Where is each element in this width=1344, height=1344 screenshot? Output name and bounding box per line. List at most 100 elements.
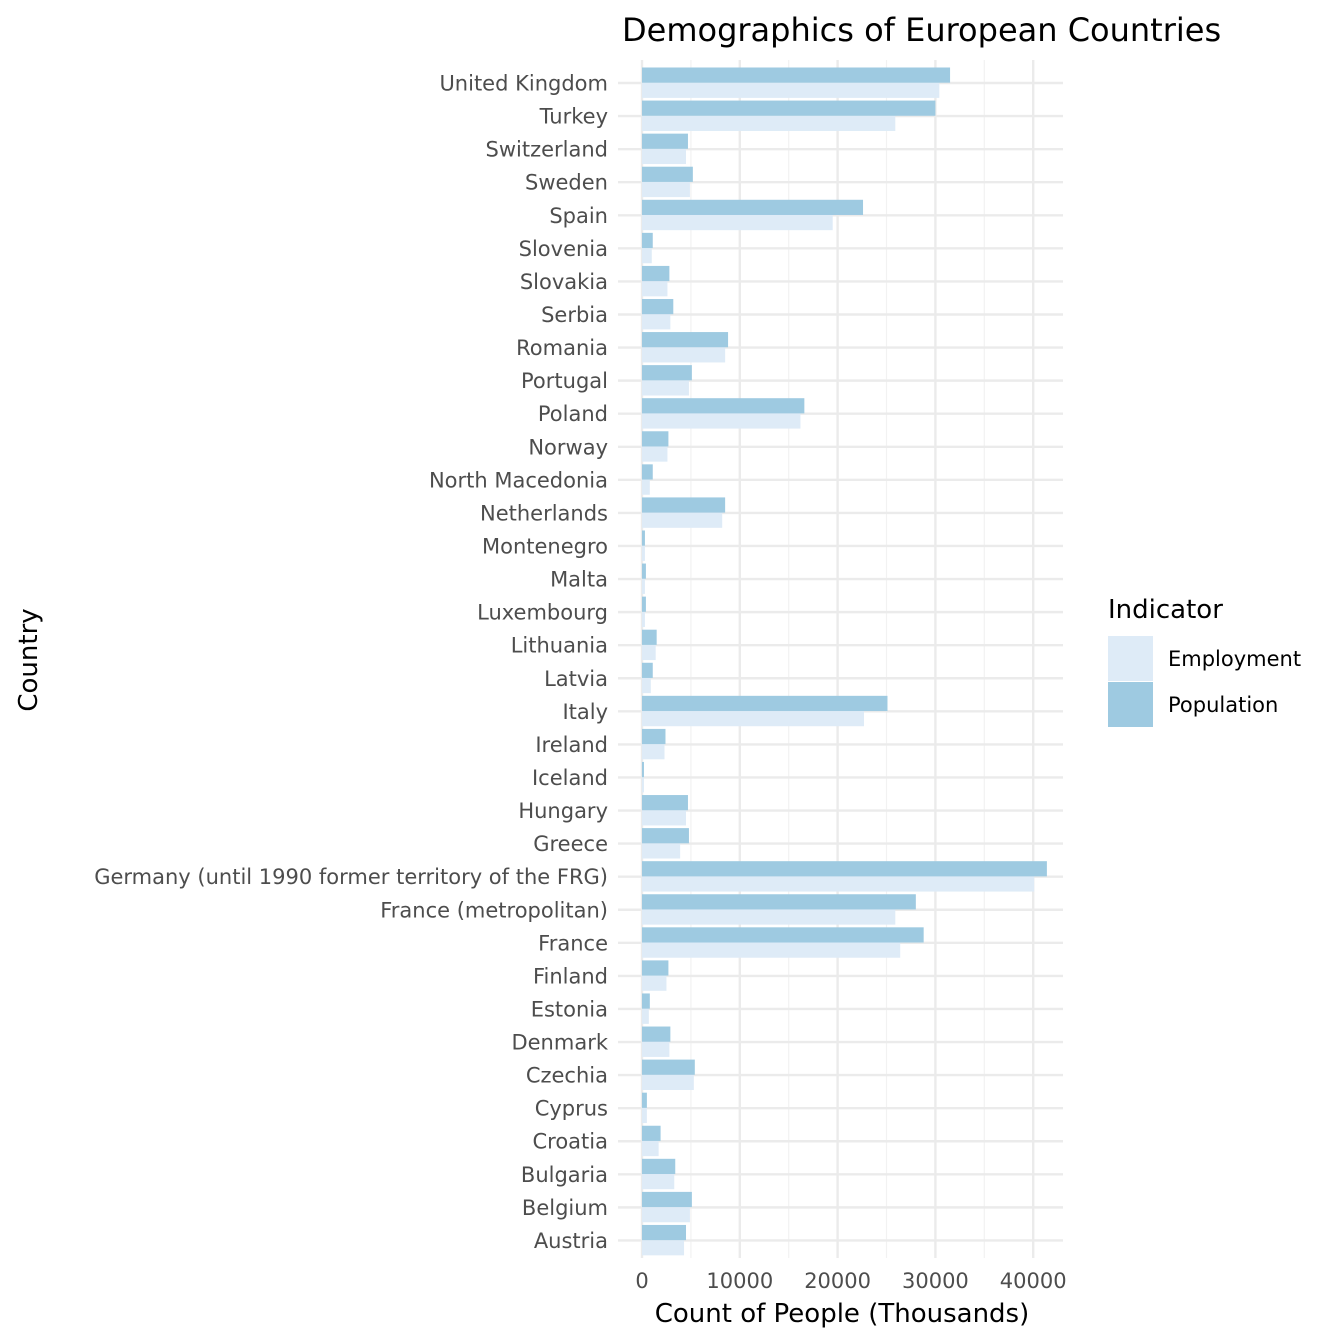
bar-employment-ireland: [642, 744, 665, 760]
bar-employment-estonia: [642, 1008, 649, 1024]
y-tick-label: Portugal: [521, 369, 608, 393]
bar-population-croatia: [642, 1125, 661, 1141]
y-tick-label: Iceland: [532, 766, 608, 790]
bar-population-czechia: [642, 1059, 695, 1075]
bar-population-luxembourg: [642, 596, 646, 612]
bar-population-serbia: [642, 298, 674, 315]
bar-employment-czechia: [642, 1074, 694, 1090]
y-tick-label: Serbia: [541, 303, 608, 327]
y-axis-title: Country: [14, 608, 44, 711]
bar-employment-greece: [642, 843, 681, 859]
legend: Indicator Employment Population: [1108, 595, 1301, 727]
bar-employment-slovenia: [642, 248, 652, 264]
bar-employment-denmark: [642, 1041, 670, 1057]
bar-employment-luxembourg: [642, 611, 645, 628]
x-tick-label: 40000: [1000, 1269, 1067, 1293]
y-tick-label: Poland: [538, 402, 608, 426]
bar-employment-turkey: [642, 115, 896, 131]
bar-population-switzerland: [642, 133, 688, 149]
y-tick-label: Bulgaria: [521, 1163, 608, 1187]
y-tick-label: Montenegro: [482, 534, 608, 558]
bar-population-france-metropolitan: [642, 894, 916, 910]
y-tick-label: Romania: [516, 336, 608, 360]
y-tick-label: North Macedonia: [429, 468, 608, 492]
y-tick-label: United Kingdom: [439, 72, 608, 96]
bar-population-cyprus: [642, 1092, 647, 1108]
y-axis-tick-labels: United Kingdom Turkey Switzerland Sweden Spa…: [94, 72, 609, 1253]
y-tick-label: Czechia: [526, 1064, 608, 1088]
bar-employment-romania: [642, 347, 726, 363]
y-tick-label: Malta: [550, 568, 608, 592]
x-axis-tick-labels: 0 10000 20000 30000 40000: [635, 1269, 1066, 1293]
bar-population-ireland: [642, 728, 666, 745]
bar-employment-germany-until-1990-former-territory-of-the-frg: [642, 876, 1035, 892]
bar-employment-finland: [642, 975, 667, 991]
bar-employment-spain: [642, 214, 833, 231]
bar-population-finland: [642, 960, 669, 976]
bar-employment-iceland: [642, 777, 644, 793]
bar-employment-poland: [642, 413, 801, 429]
y-tick-label: Netherlands: [480, 501, 608, 525]
bar-population-lithuania: [642, 629, 657, 645]
bar-employment-france: [642, 942, 901, 958]
bar-population-estonia: [642, 993, 650, 1009]
y-tick-label: Belgium: [522, 1196, 608, 1220]
bar-employment-hungary: [642, 810, 687, 826]
legend-swatch-population: [1108, 682, 1153, 727]
legend-title: Indicator: [1108, 595, 1223, 625]
bar-employment-bulgaria: [642, 1174, 675, 1190]
bar-population-denmark: [642, 1026, 671, 1042]
bar-employment-serbia: [642, 314, 671, 330]
chart-title: Demographics of European Countries: [622, 11, 1221, 49]
y-tick-label: Hungary: [518, 799, 608, 823]
grid-lines: [618, 60, 1063, 1258]
y-tick-label: Denmark: [511, 1031, 608, 1055]
x-tick-label: 20000: [804, 1269, 871, 1293]
bar-population-bulgaria: [642, 1158, 676, 1175]
x-axis-title: Count of People (Thousands): [655, 1299, 1030, 1329]
bar-population-sweden: [642, 166, 693, 182]
bar-population-romania: [642, 332, 729, 348]
bar-employment-slovakia: [642, 281, 668, 297]
x-tick-label: 0: [635, 1269, 648, 1293]
bar-employment-norway: [642, 446, 668, 462]
y-tick-label: Turkey: [539, 105, 608, 129]
bar-population-austria: [642, 1224, 687, 1241]
bar-employment-malta: [642, 578, 645, 594]
bar-employment-netherlands: [642, 512, 723, 528]
bar-employment-montenegro: [642, 545, 645, 561]
bar-population-slovakia: [642, 265, 670, 282]
bar-population-hungary: [642, 795, 688, 811]
bar-employment-sweden: [642, 181, 690, 198]
bar-employment-austria: [642, 1240, 685, 1256]
bar-employment-cyprus: [642, 1107, 647, 1124]
bar-population-latvia: [642, 662, 653, 678]
bar-population-north-macedonia: [642, 464, 653, 480]
bar-employment-belgium: [642, 1207, 690, 1223]
y-tick-label: Ireland: [535, 733, 608, 757]
y-tick-label: France (metropolitan): [380, 898, 608, 922]
bar-employment-lithuania: [642, 644, 656, 661]
bar-employment-latvia: [642, 677, 651, 694]
y-tick-label: Austria: [534, 1229, 608, 1253]
bar-population-spain: [642, 199, 864, 215]
bar-population-greece: [642, 828, 689, 844]
bar-population-belgium: [642, 1191, 692, 1208]
y-tick-label: Luxembourg: [477, 601, 608, 625]
y-tick-label: Slovenia: [519, 237, 608, 261]
bar-population-netherlands: [642, 497, 726, 513]
bar-population-italy: [642, 695, 888, 712]
y-tick-label: Sweden: [525, 171, 608, 195]
y-tick-label: Spain: [549, 204, 608, 228]
legend-label-employment: Employment: [1168, 647, 1301, 671]
y-tick-label: Germany (until 1990 former territory of …: [94, 865, 608, 889]
y-tick-label: Finland: [533, 964, 608, 988]
y-tick-label: Latvia: [544, 667, 608, 691]
y-tick-label: Greece: [533, 832, 608, 856]
bar-employment-switzerland: [642, 148, 687, 165]
bar-series: [642, 67, 1047, 1256]
legend-label-population: Population: [1168, 693, 1278, 717]
bar-population-germany-until-1990-former-territory-of-the-frg: [642, 861, 1047, 877]
bar-employment-portugal: [642, 380, 689, 396]
